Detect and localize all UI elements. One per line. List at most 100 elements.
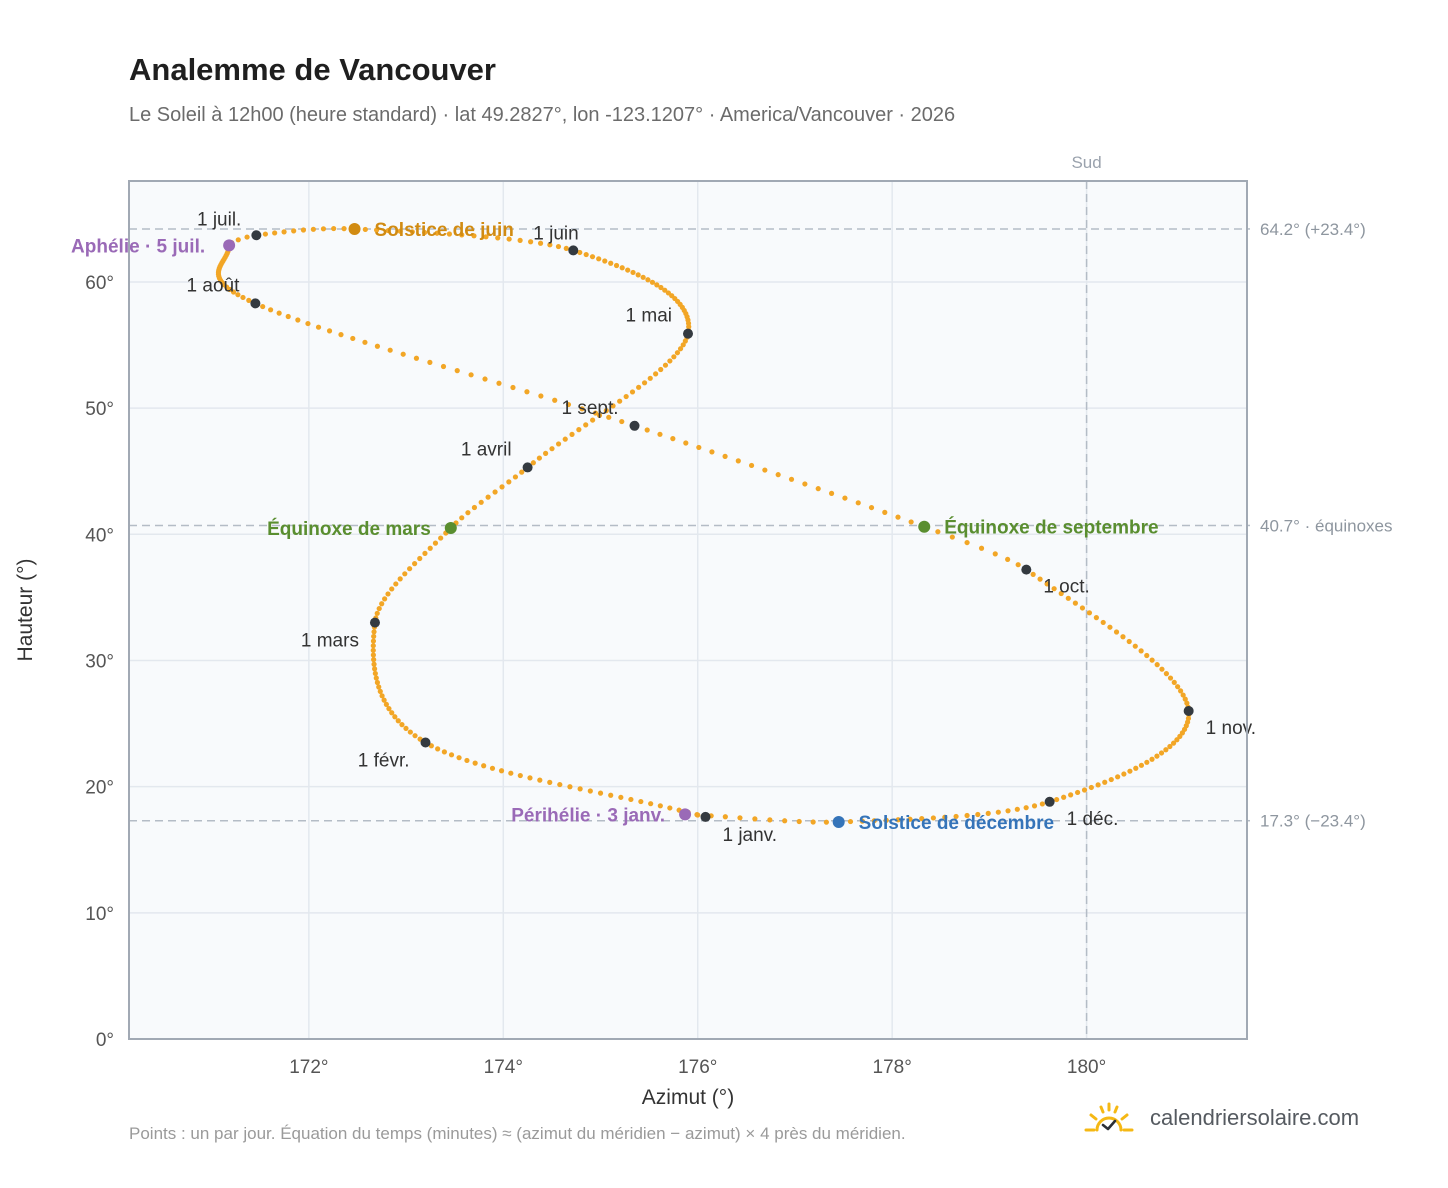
x-axis-title: Azimut (°) — [642, 1086, 734, 1109]
daily-point — [775, 472, 781, 478]
daily-point — [246, 297, 252, 303]
plot-frame — [128, 180, 1248, 1040]
daily-point — [499, 484, 505, 490]
month-label: 1 mars — [301, 631, 359, 652]
daily-point — [680, 342, 686, 348]
daily-point — [446, 231, 453, 237]
plot-area — [129, 181, 1247, 1039]
month-label: 1 juil. — [197, 209, 241, 230]
daily-point — [629, 389, 636, 395]
x-tick-label: 176° — [678, 1057, 717, 1078]
daily-point — [448, 752, 455, 758]
daily-point — [949, 534, 955, 540]
daily-point — [389, 710, 395, 716]
month-marker — [420, 737, 431, 748]
daily-point — [272, 230, 278, 236]
daily-point — [985, 810, 991, 816]
daily-point — [399, 722, 405, 728]
daily-point — [859, 818, 865, 824]
event-marker — [832, 815, 845, 828]
daily-point — [1121, 771, 1127, 777]
month-marker — [568, 245, 579, 256]
daily-point — [407, 729, 413, 735]
daily-point — [471, 233, 477, 239]
daily-point — [667, 805, 673, 811]
daily-point — [464, 757, 470, 764]
daily-point — [762, 467, 768, 473]
daily-point — [376, 684, 382, 690]
y-tick-label: 30° — [85, 651, 114, 672]
y-tick-label: 0° — [96, 1030, 114, 1051]
daily-point — [1177, 733, 1183, 739]
daily-point — [628, 796, 634, 803]
daily-point — [528, 239, 534, 245]
daily-point — [1086, 610, 1093, 616]
daily-point — [371, 629, 377, 635]
month-marker — [629, 420, 640, 431]
daily-point — [517, 772, 523, 779]
footnote: Points : un par jour. Équation du temps … — [129, 1124, 906, 1143]
daily-point — [519, 469, 525, 475]
daily-point — [377, 688, 383, 695]
daily-point — [596, 256, 602, 262]
daily-point — [495, 235, 501, 241]
daily-point — [315, 324, 322, 330]
daily-point — [796, 818, 802, 825]
daily-point — [512, 474, 519, 480]
y-tick-label: 40° — [85, 525, 114, 546]
daily-point — [537, 777, 543, 783]
daily-point — [506, 479, 512, 485]
daily-point — [1023, 805, 1029, 811]
daily-point — [379, 601, 385, 607]
daily-point — [662, 287, 668, 293]
month-label: 1 oct. — [1043, 577, 1089, 598]
daily-point — [597, 790, 604, 796]
y-tick-label: 10° — [85, 904, 114, 925]
daily-point — [409, 229, 415, 235]
daily-point — [625, 267, 631, 273]
chart-title: Analemme de Vancouver — [129, 52, 496, 87]
daily-point — [871, 818, 877, 824]
daily-point — [562, 436, 568, 442]
event-marker — [918, 520, 931, 533]
daily-point — [565, 401, 572, 408]
daily-point — [1030, 571, 1036, 577]
daily-point — [417, 555, 423, 562]
x-tick-label: 174° — [484, 1057, 523, 1078]
daily-point — [975, 811, 981, 818]
daily-point — [1079, 605, 1086, 611]
daily-point — [276, 310, 282, 316]
daily-point — [1159, 666, 1165, 672]
daily-point — [371, 633, 377, 640]
daily-point — [1138, 648, 1144, 654]
y-tick-label: 50° — [85, 399, 114, 420]
daily-point — [610, 403, 616, 409]
daily-point — [640, 274, 646, 280]
daily-point — [506, 236, 512, 242]
month-marker — [1183, 705, 1194, 716]
daily-point — [382, 596, 388, 602]
daily-point — [468, 372, 474, 378]
daily-point — [644, 427, 650, 433]
daily-point — [590, 417, 596, 423]
daily-point — [737, 815, 743, 821]
daily-point — [589, 254, 596, 260]
daily-point — [413, 355, 420, 361]
brand[interactable]: calendriersolaire.com — [1082, 1102, 1359, 1134]
daily-point — [392, 714, 398, 720]
month-label: 1 sept. — [561, 398, 618, 419]
daily-point — [478, 499, 484, 505]
daily-point — [527, 775, 533, 781]
month-label: 1 juin — [533, 223, 578, 244]
daily-point — [422, 550, 428, 556]
daily-point — [1171, 679, 1177, 685]
daily-point — [1149, 657, 1155, 663]
daily-point — [285, 313, 291, 320]
daily-point — [935, 529, 941, 535]
daily-point — [895, 817, 901, 823]
daily-point — [489, 765, 496, 771]
daily-point — [393, 581, 399, 587]
daily-point — [549, 446, 555, 452]
daily-point — [683, 440, 689, 446]
axes: 172° 174° 176° 178° 180° 0° 10° 20° 30° 40° 50° 60°… — [14, 180, 1248, 1109]
